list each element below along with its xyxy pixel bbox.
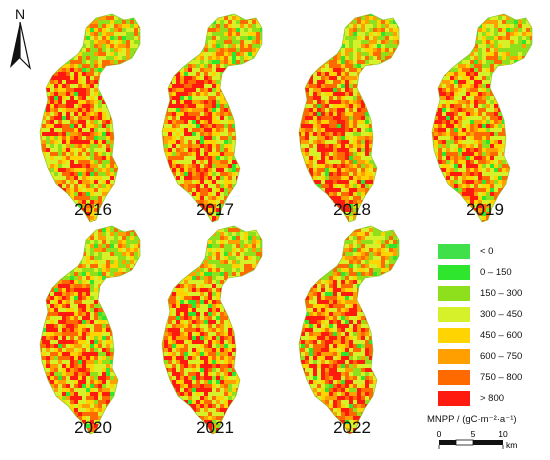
scale-bar: 0 5 10 km xyxy=(437,429,518,450)
npp-map-2020 xyxy=(39,225,141,435)
map-panel-2017 xyxy=(150,8,280,238)
scale-tick-10: 10 xyxy=(498,429,508,439)
map-panel-2018 xyxy=(287,8,417,238)
legend-swatch xyxy=(438,349,470,364)
legend-item: 150 – 300 xyxy=(438,285,548,303)
legend-swatch xyxy=(438,307,470,322)
npp-map-2019 xyxy=(431,13,533,223)
map-panel-2019 xyxy=(420,8,550,238)
year-label-2018: 2018 xyxy=(333,200,371,219)
legend-label: 0 – 150 xyxy=(480,267,512,278)
legend-label: 600 – 750 xyxy=(480,351,523,362)
legend-item: 600 – 750 xyxy=(438,348,548,366)
legend-swatch xyxy=(438,265,470,280)
legend-label: 450 – 600 xyxy=(480,330,523,341)
legend-label: 150 – 300 xyxy=(480,288,523,299)
npp-map-2021 xyxy=(161,225,263,435)
map-panel-2021 xyxy=(150,220,280,450)
year-label-2019: 2019 xyxy=(466,200,504,219)
legend-item: 750 – 800 xyxy=(438,369,548,387)
legend-swatch xyxy=(438,244,470,259)
legend-item: < 0 xyxy=(438,243,548,261)
legend-swatch xyxy=(438,286,470,301)
north-letter: N xyxy=(14,6,26,22)
year-label-2020: 2020 xyxy=(74,418,112,437)
legend-item: 0 – 150 xyxy=(438,264,548,282)
scale-tick-5: 5 xyxy=(471,429,476,439)
year-label-2017: 2017 xyxy=(196,200,234,219)
year-label-2021: 2021 xyxy=(196,418,234,437)
legend-title: MNPP / (gC·m⁻²·a⁻¹) xyxy=(427,414,517,425)
north-arrow-icon xyxy=(10,22,32,70)
north-arrow: N xyxy=(8,6,38,70)
npp-map-2017 xyxy=(161,13,263,223)
legend-item: 450 – 600 xyxy=(438,327,548,345)
legend-item: 300 – 450 xyxy=(438,306,548,324)
legend-item: > 800 xyxy=(438,390,548,408)
legend-label: > 800 xyxy=(480,393,505,404)
year-label-2016: 2016 xyxy=(74,200,112,219)
legend-label: 750 – 800 xyxy=(480,372,523,383)
legend-swatch xyxy=(438,391,470,406)
year-label-2022: 2022 xyxy=(333,418,371,437)
scale-unit: km xyxy=(506,440,517,450)
legend-swatch xyxy=(438,370,470,385)
scale-tick-0: 0 xyxy=(437,429,442,439)
npp-map-2022 xyxy=(298,225,400,435)
npp-map-2016 xyxy=(39,13,141,223)
map-panel-2022 xyxy=(287,220,417,450)
legend-label: 300 – 450 xyxy=(480,309,523,320)
legend-label: < 0 xyxy=(480,246,494,257)
legend-swatch xyxy=(438,328,470,343)
map-panel-2016 xyxy=(28,8,158,238)
map-panel-2020 xyxy=(28,220,158,450)
npp-map-2018 xyxy=(298,13,400,223)
